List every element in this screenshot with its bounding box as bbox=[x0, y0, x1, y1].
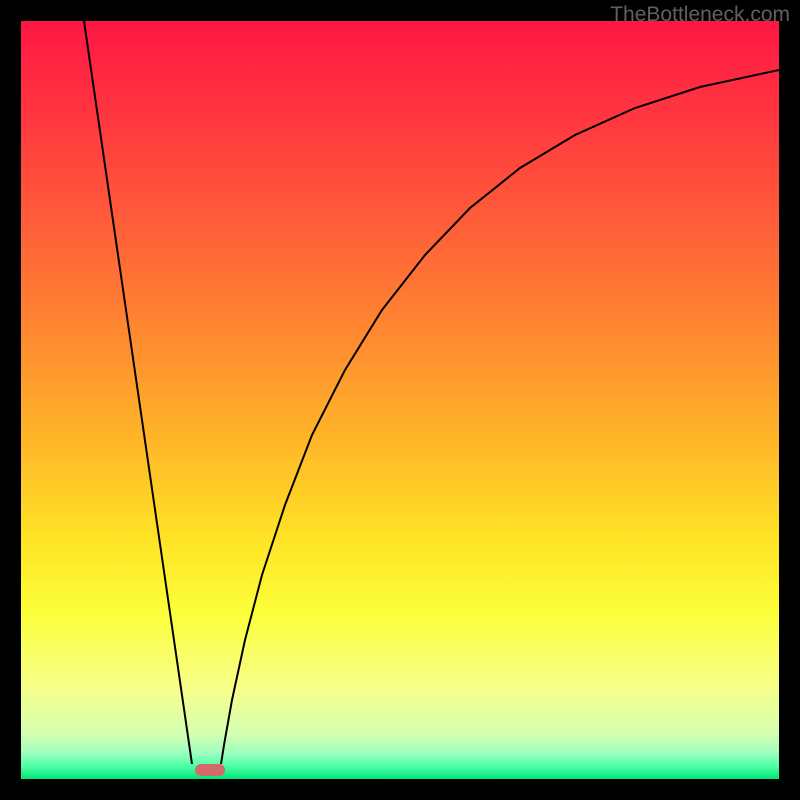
chart-container: TheBottleneck.com bbox=[0, 0, 800, 800]
chart-background bbox=[21, 21, 779, 779]
minimum-marker bbox=[195, 764, 225, 776]
chart-canvas bbox=[0, 0, 800, 800]
watermark-text: TheBottleneck.com bbox=[610, 3, 790, 27]
